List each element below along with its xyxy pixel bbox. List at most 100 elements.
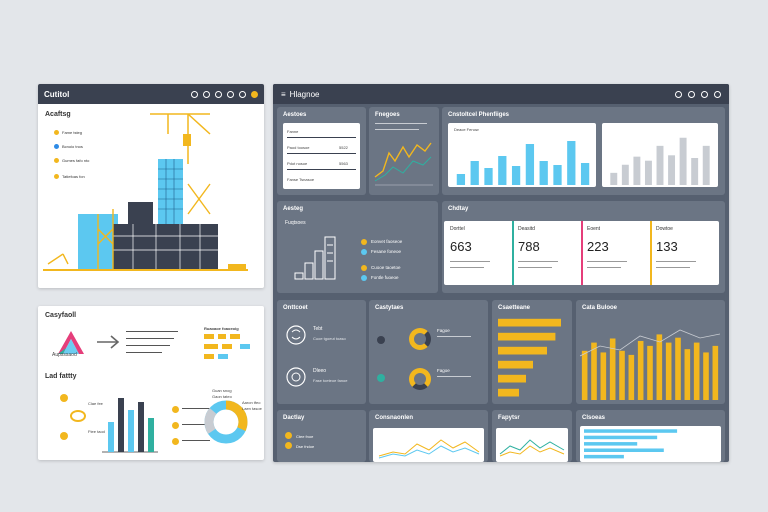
chart-panel bbox=[580, 426, 721, 462]
legend-dot-icon bbox=[361, 249, 367, 255]
bullet-item: Gumes fafo nto bbox=[54, 156, 114, 164]
kpi-tile: Eoent 223 bbox=[581, 221, 650, 285]
dashboard-titlebar: ≡ Hlagnoe bbox=[273, 84, 729, 104]
card-title: Aestoes bbox=[283, 112, 307, 118]
building-icon bbox=[294, 236, 336, 280]
chart-bar bbox=[584, 448, 664, 452]
bullet-dot-icon bbox=[54, 143, 59, 149]
chart-panel: Deace Fenow bbox=[448, 123, 596, 187]
bullet-item: Tatiefoas fon bbox=[54, 172, 114, 180]
bullet-dot-icon bbox=[54, 129, 59, 135]
chart-bar bbox=[679, 137, 687, 185]
card-m: Clsoeas bbox=[576, 410, 725, 462]
chart-bar bbox=[498, 388, 519, 397]
chart-bar bbox=[647, 345, 653, 400]
chart-bar bbox=[703, 352, 709, 400]
card-j: Dactlay Ctee fnoe Dse fndoe bbox=[277, 410, 366, 462]
construction-illustration bbox=[43, 113, 248, 271]
bullet-dot-icon bbox=[54, 157, 59, 163]
refresh-icon[interactable] bbox=[688, 90, 695, 98]
chart-bar bbox=[498, 332, 556, 341]
menu-icon[interactable]: ≡ bbox=[281, 89, 286, 99]
user-icon[interactable] bbox=[714, 90, 721, 98]
left-heading: Acaftsg bbox=[45, 111, 71, 118]
card-k: Consnaonlen bbox=[369, 410, 488, 462]
avatar[interactable] bbox=[251, 90, 258, 98]
chart-bar bbox=[693, 342, 700, 400]
gear-icon[interactable] bbox=[215, 90, 222, 98]
card-h: Csaetteane bbox=[492, 300, 572, 404]
chart-bar bbox=[702, 145, 710, 185]
legend-dot-icon bbox=[285, 432, 292, 439]
card-a: Aestoes Fanne Paod toosoe 5522 Pdot noso… bbox=[277, 107, 366, 195]
left-window-titlebar: Cutitol bbox=[38, 84, 264, 104]
pin-icon bbox=[172, 438, 179, 445]
user-icon[interactable] bbox=[239, 90, 246, 98]
status-dot-icon bbox=[377, 374, 385, 382]
list-title: Ruaoaoe foaoeoig bbox=[204, 326, 239, 331]
chart-bar bbox=[484, 168, 493, 185]
bar-chart bbox=[456, 141, 590, 185]
summary-list: Fanne Paod toosoe 5522 Pdot nosoe 5563 F… bbox=[283, 123, 360, 189]
annotation: Ftee taod bbox=[88, 429, 105, 434]
panel-heading: Casyfaoll bbox=[45, 312, 77, 319]
chart-bar bbox=[591, 342, 597, 400]
line-chart bbox=[378, 439, 480, 459]
chart-bar bbox=[553, 165, 562, 185]
card-g: Castytaes Fagoe Fagoe bbox=[369, 300, 488, 404]
settings-icon[interactable] bbox=[203, 90, 210, 98]
chart-bar bbox=[665, 342, 672, 400]
annotation: Clae fee bbox=[88, 401, 103, 406]
bell-icon[interactable] bbox=[227, 90, 234, 98]
chart-panel bbox=[373, 428, 484, 462]
legend-item: Laen tasoe bbox=[242, 406, 262, 411]
progress-ring bbox=[409, 368, 431, 390]
card-kpi: Chdtay Dorttel 663 Deasitd 788 Eoent 223 bbox=[442, 201, 725, 293]
card-title: Chdtay bbox=[448, 206, 469, 212]
chart-bar bbox=[580, 163, 590, 185]
chart-bar bbox=[567, 141, 576, 185]
bar-list bbox=[584, 429, 678, 459]
card-title: Cnstoltcel Phenfiiges bbox=[448, 112, 510, 118]
search-icon[interactable] bbox=[191, 90, 198, 98]
left-window-title: Cutitol bbox=[44, 89, 70, 99]
chart-bar bbox=[644, 160, 652, 185]
chart-bar bbox=[656, 334, 663, 400]
card-title: Clsoeas bbox=[582, 415, 606, 421]
card-title: Aesteg bbox=[283, 206, 304, 212]
card-i: Cata Bulooe bbox=[576, 300, 725, 404]
status-dot-icon bbox=[377, 336, 385, 344]
card-title: Dactlay bbox=[283, 415, 305, 421]
pin-icon bbox=[60, 432, 68, 440]
card-f: Onttcoet Tebt Dleeo Cuoe tgoeut toaso Fa… bbox=[277, 300, 366, 404]
legend-item: Aaron tfeo bbox=[242, 400, 261, 405]
chart-bar bbox=[511, 166, 521, 185]
legend-dot-icon bbox=[361, 239, 367, 245]
bullet-dot-icon bbox=[54, 173, 59, 179]
bottom-left-panel: Casyfaoll Aupsssaod Ruaoaoe foaoeoig Lad… bbox=[38, 306, 264, 460]
legend-dot-icon bbox=[285, 442, 292, 449]
card-title: Fnegoes bbox=[375, 112, 400, 118]
chart-bar bbox=[600, 352, 607, 400]
card-e: Aesteg Fuqtsoes Eonvet faoseoe Fesane fo… bbox=[277, 201, 438, 293]
chart-bar bbox=[584, 454, 624, 459]
chart-bar bbox=[656, 145, 664, 185]
bell-icon[interactable] bbox=[701, 90, 708, 98]
search-icon[interactable] bbox=[675, 90, 682, 98]
trend-line bbox=[580, 329, 720, 357]
section-heading: Lad fattty bbox=[45, 373, 77, 380]
chart-bar bbox=[637, 340, 644, 400]
bar-chart bbox=[610, 137, 710, 185]
kpi-tile: Dorttel 663 bbox=[444, 221, 512, 285]
progress-ring bbox=[409, 328, 431, 350]
card-title: Consnaonlen bbox=[375, 415, 414, 421]
chart-panel bbox=[496, 428, 568, 462]
chart-bar bbox=[675, 337, 681, 400]
chart-bar bbox=[609, 338, 616, 400]
chart-bar bbox=[525, 144, 535, 185]
legend-dot-icon bbox=[361, 275, 367, 281]
chart-bar bbox=[581, 350, 588, 400]
card-title: Cata Bulooe bbox=[582, 305, 618, 311]
kpi-tile: Dowtoe 133 bbox=[650, 221, 719, 285]
logo-label: Aupsssaod bbox=[52, 352, 77, 358]
